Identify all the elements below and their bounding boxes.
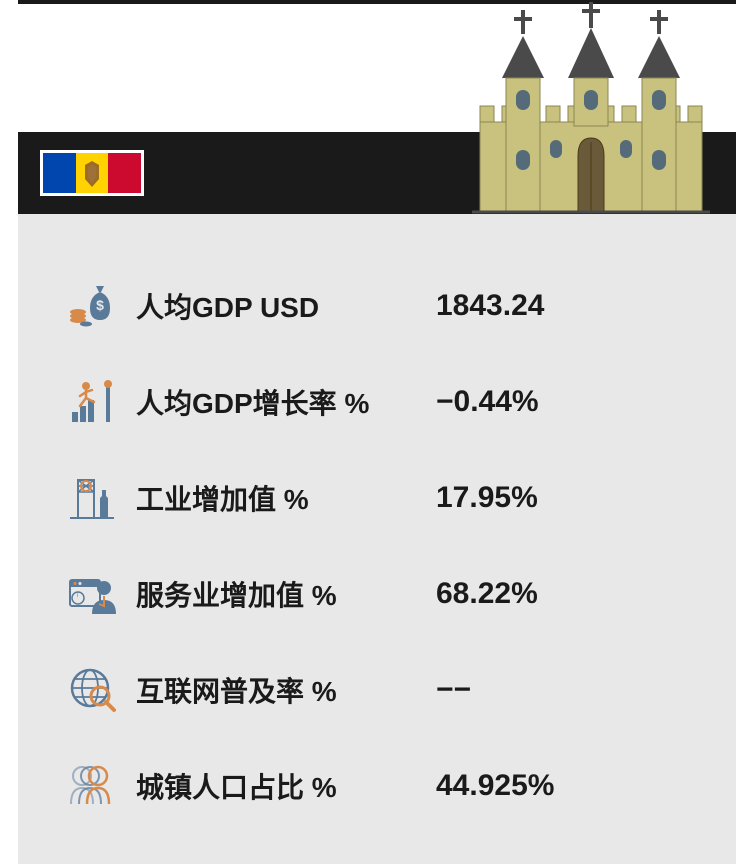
stat-row: 工业增加值 % 17.95% [48, 450, 706, 546]
money-bag-icon: $ [66, 280, 118, 332]
flag-emblem-icon [43, 153, 141, 193]
stat-row: 城镇人口占比 % 44.925% [48, 738, 706, 834]
country-flag [40, 150, 144, 196]
flag-stripe-yellow [76, 153, 109, 193]
stat-label: 服务业增加值 % [136, 574, 436, 614]
icon-cell [48, 376, 136, 428]
icon-cell [48, 568, 136, 620]
icon-cell: $ [48, 280, 136, 332]
castle-icon [472, 0, 710, 214]
stat-value: −0.44% [436, 385, 706, 419]
stat-value: 44.925% [436, 769, 706, 803]
stat-label: 人均GDP增长率 % [136, 382, 436, 422]
stat-value: 17.95% [436, 481, 706, 515]
population-icon [66, 760, 118, 812]
icon-cell [48, 664, 136, 716]
stat-row: 服务业增加值 % 68.22% [48, 546, 706, 642]
stat-label: 工业增加值 % [136, 478, 436, 518]
growth-icon [66, 376, 118, 428]
stat-row: $ 人均GDP USD 1843.24 [48, 258, 706, 354]
industry-icon [66, 472, 118, 524]
stat-label: 互联网普及率 % [136, 670, 436, 710]
icon-cell [48, 472, 136, 524]
stat-row: 互联网普及率 % −− [48, 642, 706, 738]
stat-label: 人均GDP USD [136, 286, 436, 326]
icon-cell [48, 760, 136, 812]
stat-label: 城镇人口占比 % [136, 766, 436, 806]
stats-panel: $ 人均GDP USD 1843.24 人均GDP增长率 % −0.44% [18, 214, 736, 864]
header [18, 4, 736, 214]
stat-row: 人均GDP增长率 % −0.44% [48, 354, 706, 450]
stat-value: 68.22% [436, 577, 706, 611]
svg-text:$: $ [96, 297, 104, 313]
internet-icon [66, 664, 118, 716]
stat-value: −− [436, 673, 706, 707]
services-icon [66, 568, 118, 620]
stat-value: 1843.24 [436, 289, 706, 323]
